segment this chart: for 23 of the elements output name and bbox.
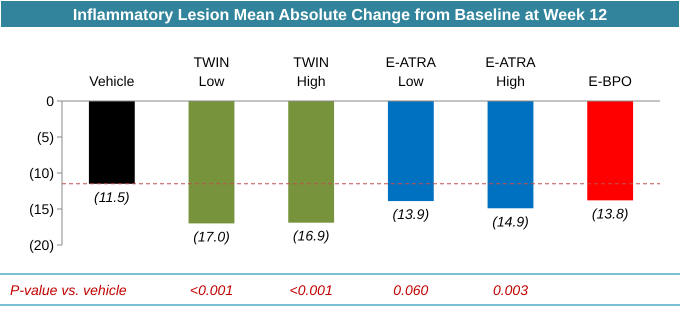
x-tick-label: E-ATRA High — [485, 54, 536, 89]
x-tick-label: TWIN Low — [194, 54, 230, 89]
text: <0.001 — [290, 282, 333, 298]
y-tick-label: 0 — [46, 92, 54, 109]
text: 0.060 — [393, 282, 429, 298]
text: P-value vs. vehicle — [10, 282, 127, 298]
y-tick-label: (20) — [29, 236, 54, 253]
x-tick-label: E-ATRA Low — [386, 54, 437, 89]
data-label: (13.9) — [392, 206, 430, 222]
data-label: (11.5) — [94, 188, 130, 205]
x-tick-label: E-BPO — [588, 73, 632, 89]
y-tick-label: (15) — [29, 200, 54, 217]
data-label: (16.9) — [292, 228, 330, 244]
chart-title: Inflammatory Lesion Mean Absolute Change from Baseline at Week 12 — [72, 7, 608, 24]
y-tick-label: (5) — [36, 128, 54, 145]
y-tick-label: (10) — [29, 164, 54, 181]
data-label: (13.8) — [592, 205, 628, 222]
text: <0.001 — [190, 282, 234, 298]
data-label: (14.9) — [492, 213, 529, 230]
x-tick-label: TWIN High — [293, 54, 330, 89]
data-label: (17.0) — [193, 228, 230, 244]
x-tick-label: Vehicle — [89, 73, 135, 89]
text: 0.003 — [492, 282, 528, 298]
